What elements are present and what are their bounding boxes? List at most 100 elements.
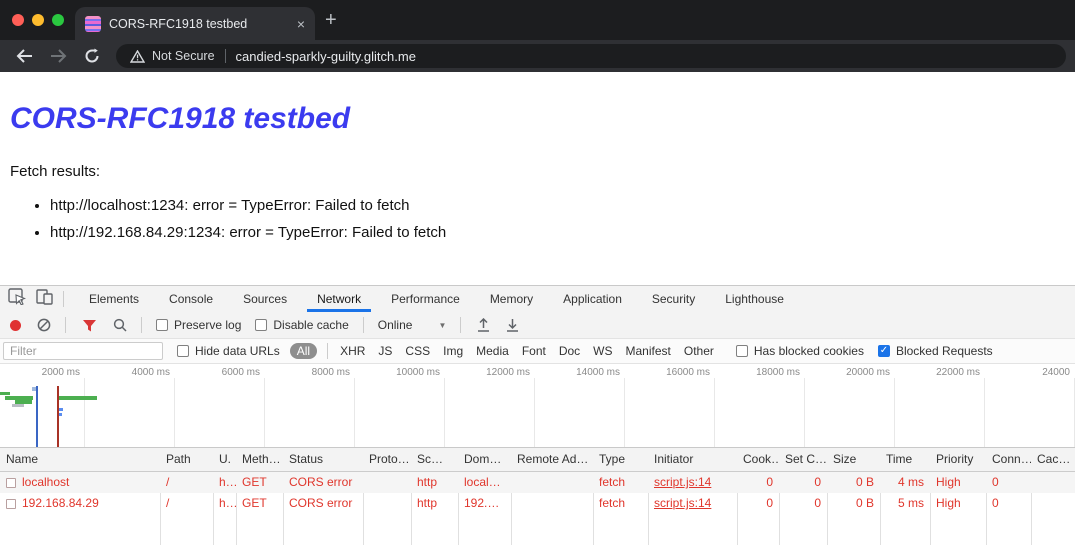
devtools-tab-sources[interactable]: Sources: [243, 292, 288, 306]
request-cookies: 0: [766, 496, 773, 510]
column-header-status[interactable]: Status: [289, 452, 324, 466]
column-header-scheme[interactable]: Sc…: [417, 452, 444, 466]
request-initiator-link[interactable]: script.js:14: [654, 475, 712, 489]
domcontentloaded-marker: [36, 386, 38, 447]
inspect-element-icon[interactable]: [8, 288, 27, 310]
devtools-tab-performance[interactable]: Performance: [391, 292, 460, 306]
column-header-url[interactable]: U.: [219, 452, 231, 466]
column-header-domain[interactable]: Dom…: [464, 452, 502, 466]
type-filter-xhr[interactable]: XHR: [340, 344, 366, 358]
warning-icon[interactable]: [130, 49, 145, 63]
request-method: GET: [242, 496, 267, 510]
column-header-initiator[interactable]: Initiator: [654, 452, 694, 466]
forward-icon[interactable]: [48, 46, 68, 66]
type-filter-manifest[interactable]: Manifest: [625, 344, 671, 358]
filter-funnel-icon[interactable]: [82, 319, 97, 332]
devtools-tab-console[interactable]: Console: [169, 292, 214, 306]
timeline-tick: 8000 ms: [311, 367, 350, 378]
type-filter-doc[interactable]: Doc: [558, 344, 581, 358]
column-header-type[interactable]: Type: [599, 452, 626, 466]
browser-tab[interactable]: CORS-RFC1918 testbed ×: [75, 7, 315, 40]
devtools-tab-security[interactable]: Security: [651, 292, 696, 306]
column-header-cache[interactable]: Cac…: [1037, 452, 1071, 466]
record-icon[interactable]: [10, 319, 21, 331]
fullscreen-window-button[interactable]: [52, 14, 64, 26]
column-header-time[interactable]: Time: [886, 452, 913, 466]
filter-input[interactable]: [3, 342, 163, 360]
type-filter-ws[interactable]: WS: [593, 344, 613, 358]
hide-data-urls-option[interactable]: Hide data URLs: [177, 344, 280, 358]
devtools-tab-memory[interactable]: Memory: [489, 292, 534, 306]
column-header-priority[interactable]: Priority: [936, 452, 974, 466]
has-blocked-cookies-checkbox[interactable]: [735, 345, 748, 357]
column-header-connection[interactable]: Conn…: [992, 452, 1031, 466]
close-window-button[interactable]: [12, 14, 24, 26]
devtools-tab-elements[interactable]: Elements: [89, 292, 140, 306]
blocked-requests-option[interactable]: ✓ Blocked Requests: [877, 344, 993, 358]
type-filter-img[interactable]: Img: [443, 344, 464, 358]
devtools-tab-network[interactable]: Network: [307, 286, 372, 312]
table-row[interactable]: 192.168.84.29 / h… GET CORS error http 1…: [0, 493, 1075, 514]
blocked-requests-checkbox[interactable]: ✓: [877, 345, 890, 357]
request-url: h…: [219, 496, 236, 510]
hide-data-urls-checkbox[interactable]: [177, 345, 189, 357]
row-checkbox[interactable]: [6, 498, 16, 509]
export-har-icon[interactable]: [506, 318, 519, 332]
type-filter-font[interactable]: Font: [521, 344, 546, 358]
throttling-select[interactable]: Online ▼: [378, 318, 447, 332]
request-status: CORS error: [289, 475, 353, 489]
security-status-label[interactable]: Not Secure: [152, 49, 215, 63]
device-toolbar-icon[interactable]: [36, 288, 53, 310]
request-connection: 0: [992, 496, 999, 510]
search-icon[interactable]: [113, 318, 127, 332]
row-checkbox[interactable]: [6, 477, 16, 488]
column-header-size[interactable]: Size: [833, 452, 857, 466]
fetch-result-item: http://192.168.84.29:1234: error = TypeE…: [50, 224, 1065, 241]
request-domain: 192.…: [464, 496, 500, 510]
type-filter-other[interactable]: Other: [683, 344, 714, 358]
disable-cache-checkbox[interactable]: [255, 319, 268, 331]
request-domain: local…: [464, 475, 501, 489]
favicon-icon: [85, 15, 101, 32]
column-header-cookies[interactable]: Cook…: [743, 452, 779, 466]
preserve-log-label: Preserve log: [174, 318, 242, 332]
request-url: h…: [219, 475, 236, 489]
url-text[interactable]: candied-sparkly-guilty.glitch.me: [235, 48, 416, 64]
column-header-remote-address[interactable]: Remote Ad…: [517, 452, 589, 466]
filter-all-pill[interactable]: All: [289, 343, 318, 359]
column-header-set-cookies[interactable]: Set C…: [785, 452, 827, 466]
preserve-log-option[interactable]: Preserve log: [156, 318, 241, 332]
devtools-tab-lighthouse[interactable]: Lighthouse: [725, 292, 784, 306]
preserve-log-checkbox[interactable]: [156, 319, 168, 331]
column-header-protocol[interactable]: Proto…: [369, 452, 410, 466]
table-row[interactable]: localhost / h… GET CORS error http local…: [0, 472, 1075, 493]
import-har-icon[interactable]: [477, 318, 490, 332]
type-filter-css[interactable]: CSS: [405, 344, 431, 358]
clear-icon[interactable]: [37, 318, 51, 332]
url-field[interactable]: Not Secure candied-sparkly-guilty.glitch…: [116, 44, 1066, 68]
type-filter-js[interactable]: JS: [378, 344, 393, 358]
timeline-tick: 24000: [1042, 367, 1070, 378]
request-remote-address: [511, 472, 593, 493]
request-name: localhost: [22, 475, 70, 489]
column-header-method[interactable]: Meth…: [242, 452, 281, 466]
reload-icon[interactable]: [82, 46, 102, 66]
column-header-name[interactable]: Name: [6, 452, 39, 466]
request-set-cookies: 0: [814, 475, 821, 489]
waterfall-bar: [59, 396, 97, 400]
devtools-tab-application[interactable]: Application: [563, 292, 622, 306]
column-header-path[interactable]: Path: [166, 452, 191, 466]
waterfall-bar: [15, 400, 32, 404]
disable-cache-option[interactable]: Disable cache: [255, 318, 349, 332]
back-icon[interactable]: [14, 46, 34, 66]
request-initiator-link[interactable]: script.js:14: [654, 496, 712, 510]
url-divider: [224, 49, 226, 63]
network-requests-table: Name Path U. Meth… Status Proto… Sc… Dom…: [0, 448, 1075, 545]
has-blocked-cookies-option[interactable]: Has blocked cookies: [735, 344, 864, 358]
new-tab-button[interactable]: +: [325, 9, 337, 31]
type-filter-media[interactable]: Media: [476, 344, 509, 358]
minimize-window-button[interactable]: [32, 14, 44, 26]
network-timeline-overview[interactable]: 2000 ms 4000 ms 6000 ms 8000 ms 10000 ms…: [0, 364, 1075, 448]
tab-close-icon[interactable]: ×: [296, 15, 305, 32]
request-set-cookies: 0: [814, 496, 821, 510]
